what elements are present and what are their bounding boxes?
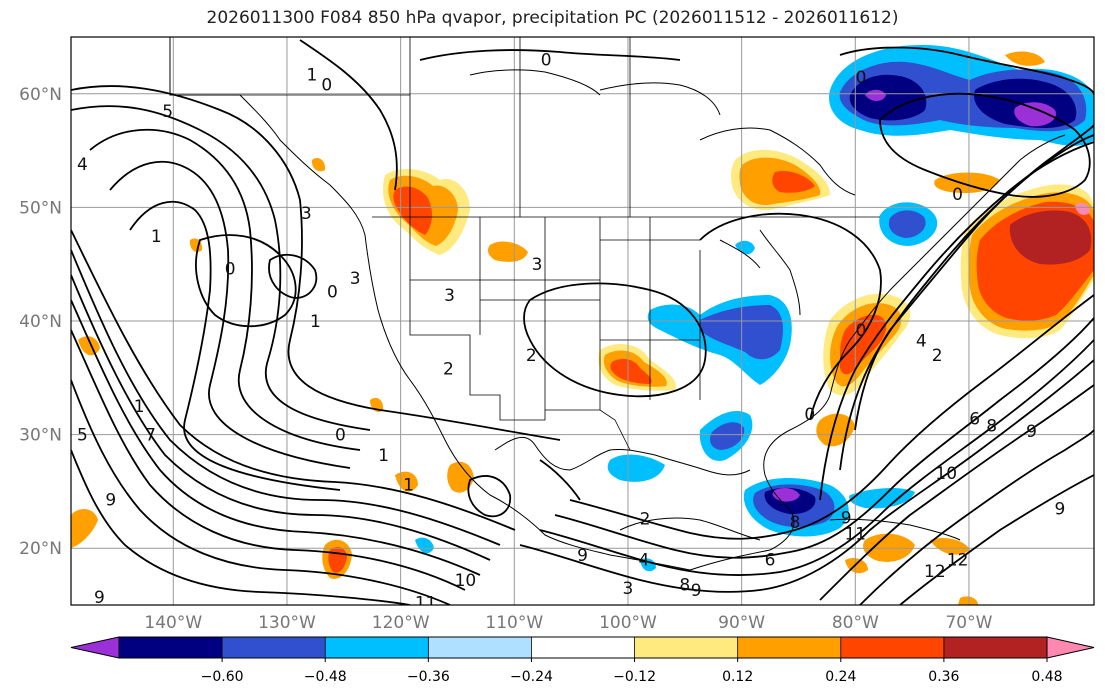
contour-label: 4 [638, 551, 649, 571]
contour-label: 8 [679, 576, 690, 596]
colorbar-level-label: −0.36 [407, 669, 450, 685]
colorbar-level-label: −0.48 [304, 669, 347, 685]
contour-label: 0 [335, 426, 346, 446]
contour-label: 3 [532, 255, 543, 275]
contour-label: 0 [804, 405, 815, 425]
contour-label: 1 [151, 227, 162, 247]
contour-label: 9 [1054, 499, 1065, 519]
colorbar-swatch [325, 637, 429, 658]
contour-label: 0 [225, 260, 236, 280]
contour-label: 11 [415, 594, 437, 614]
contour-label: 3 [444, 286, 455, 306]
contour-label: 8 [790, 513, 801, 533]
lat-tick-label: 30°N [19, 426, 62, 446]
lon-tick-label: 120°W [372, 613, 430, 633]
contour-label: 2 [640, 510, 651, 530]
contour-label: 0 [321, 76, 332, 96]
colorbar-level-label: 0.12 [722, 669, 753, 685]
contour-label: 0 [856, 68, 867, 88]
contour-label: 9 [691, 581, 702, 601]
contour-label: 6 [969, 410, 980, 430]
contour-label: 1 [307, 65, 318, 85]
colorbar-level-label: 0.48 [1031, 669, 1062, 685]
contour-label: 3 [301, 204, 312, 224]
contour-label: 9 [94, 588, 105, 608]
lon-tick-label: 80°W [832, 613, 879, 633]
contour-label: 2 [526, 346, 537, 366]
colorbar-swatch [634, 637, 738, 658]
lon-tick-label: 130°W [258, 613, 316, 633]
contour-label: 2 [932, 346, 943, 366]
colorbar-swatch [428, 637, 532, 658]
lon-tick-label: 90°W [718, 613, 765, 633]
colorbar-swatch [531, 637, 635, 658]
colorbar-swatch [943, 637, 1047, 658]
colorbar-level-label: −0.24 [510, 669, 553, 685]
contour-label: 0 [952, 185, 963, 205]
colorbar: −0.60 −0.48 −0.36 −0.24 −0.12 0.12 0.24 0.36 0.4… [70, 636, 1095, 685]
contour-label: 8 [986, 417, 997, 437]
lat-tick-label: 50°N [19, 198, 62, 218]
contour-label: 9 [1026, 422, 1037, 442]
map-frame [70, 36, 1095, 606]
lat-tick-label: 60°N [19, 85, 62, 105]
contour-label: 10 [455, 571, 477, 591]
contour-label: 10 [935, 464, 957, 484]
contour-label: 1 [134, 397, 145, 417]
contour-label: 9 [577, 546, 588, 566]
contour-label: 4 [916, 331, 927, 351]
colorbar-swatch [737, 637, 841, 658]
lon-tick-label: 70°W [945, 613, 992, 633]
colorbar-level-label: 0.24 [825, 669, 856, 685]
political-borders [170, 37, 880, 451]
contour-label: 3 [350, 269, 361, 289]
contour-label: 1 [378, 446, 389, 466]
contour-label: 0 [856, 321, 867, 341]
contour-label: 0 [541, 51, 552, 71]
contour-label: 3 [623, 579, 634, 599]
colorbar-level-label: −0.12 [613, 669, 656, 685]
colorbar-over-triangle-icon [1046, 636, 1095, 659]
colorbar-level-label: −0.60 [201, 669, 244, 685]
longitude-tick-labels: 140°W 130°W 120°W 110°W 100°W 90°W 80°W 70°W [144, 613, 992, 633]
latitude-tick-labels: 20°N 30°N 40°N 50°N 60°N [19, 85, 62, 559]
contour-label: 6 [765, 551, 776, 571]
contour-label: 1 [310, 312, 321, 332]
contour-label: 5 [77, 426, 88, 446]
lon-tick-label: 100°W [599, 613, 657, 633]
coastlines [169, 37, 1066, 571]
contour-label: 12 [924, 562, 946, 582]
colorbar-swatch [119, 637, 223, 658]
contour-label: 1 [403, 476, 414, 496]
contour-label: 5 [162, 102, 173, 122]
contour-label: 2 [443, 360, 454, 380]
plot-title: 2026011300 F084 850 hPa qvapor, precipit… [206, 8, 899, 28]
contour-label: 9 [105, 490, 116, 510]
lon-tick-label: 110°W [485, 613, 543, 633]
lat-tick-label: 40°N [19, 312, 62, 332]
colorbar-swatch [840, 637, 944, 658]
contour-label: 12 [947, 551, 969, 571]
colorbar-swatch [222, 637, 326, 658]
contour-label: 11 [844, 524, 866, 544]
contour-label: 0 [327, 282, 338, 302]
lon-tick-label: 140°W [144, 613, 202, 633]
contour-label: 7 [145, 426, 156, 446]
contour-label: 9 [841, 509, 852, 529]
contour-label: 4 [77, 155, 88, 175]
lat-tick-label: 20°N [19, 539, 62, 559]
qvapor-contours [71, 39, 1094, 605]
colorbar-level-label: 0.36 [928, 669, 959, 685]
colorbar-under-triangle-icon [70, 636, 120, 659]
